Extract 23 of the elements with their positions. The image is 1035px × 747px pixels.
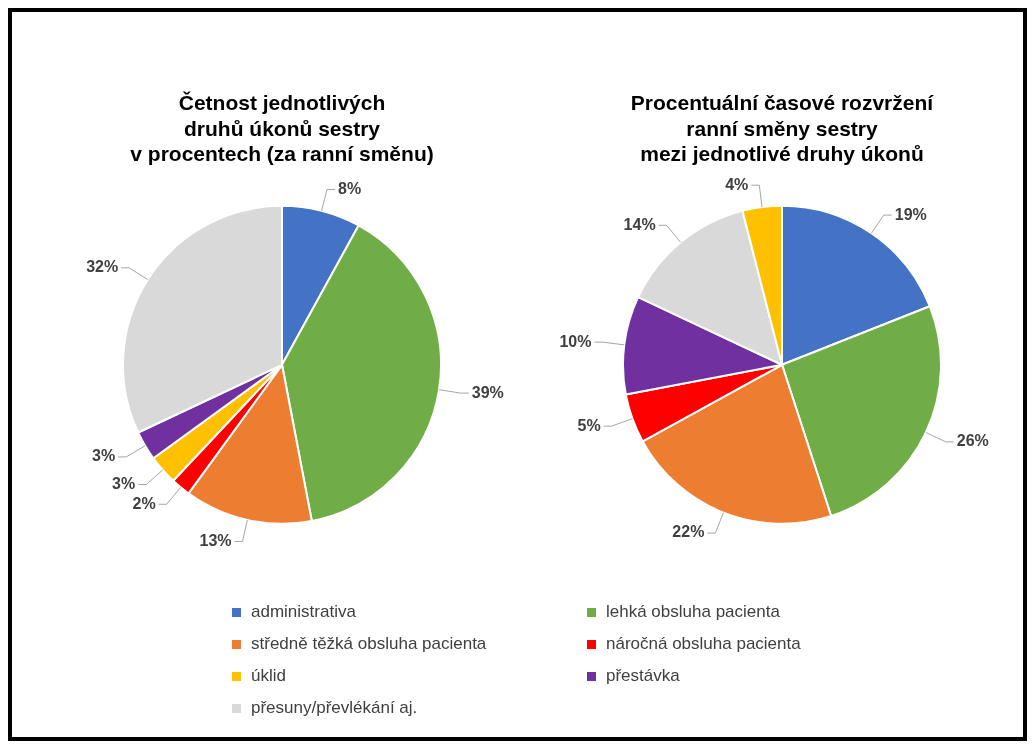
legend-label: přesuny/převlékání aj. <box>251 698 418 718</box>
data-label: 13% <box>199 531 232 549</box>
data-label: 4% <box>725 175 749 193</box>
legend-label: středně těžká obsluha pacienta <box>251 634 487 654</box>
data-label: 14% <box>623 215 656 233</box>
chart-title: Četnost jednotlivých druhů úkonů sestry v procentech (za ranní směnu) <box>130 91 434 165</box>
legend-label: administrativa <box>251 602 356 622</box>
data-label: 39% <box>471 383 504 401</box>
data-label: 19% <box>894 205 927 223</box>
legend-label: úklid <box>251 666 286 686</box>
data-label: 3% <box>92 447 116 465</box>
chart-title: Procentuální časové rozvržení ranní směny sestry mezi jednotlivé druhy úkonů <box>630 91 935 165</box>
data-label: 8% <box>338 179 362 197</box>
data-label: 3% <box>112 474 136 492</box>
data-label: 26% <box>956 432 989 450</box>
data-label: 2% <box>132 494 156 512</box>
data-label: 32% <box>86 258 119 276</box>
legend-label: lehká obsluha pacienta <box>606 602 780 622</box>
legend-label: náročná obsluha pacienta <box>606 634 801 654</box>
data-label: 22% <box>672 523 705 541</box>
legend-label: přestávka <box>606 666 680 686</box>
data-label: 10% <box>559 332 592 350</box>
data-label: 5% <box>577 416 601 434</box>
